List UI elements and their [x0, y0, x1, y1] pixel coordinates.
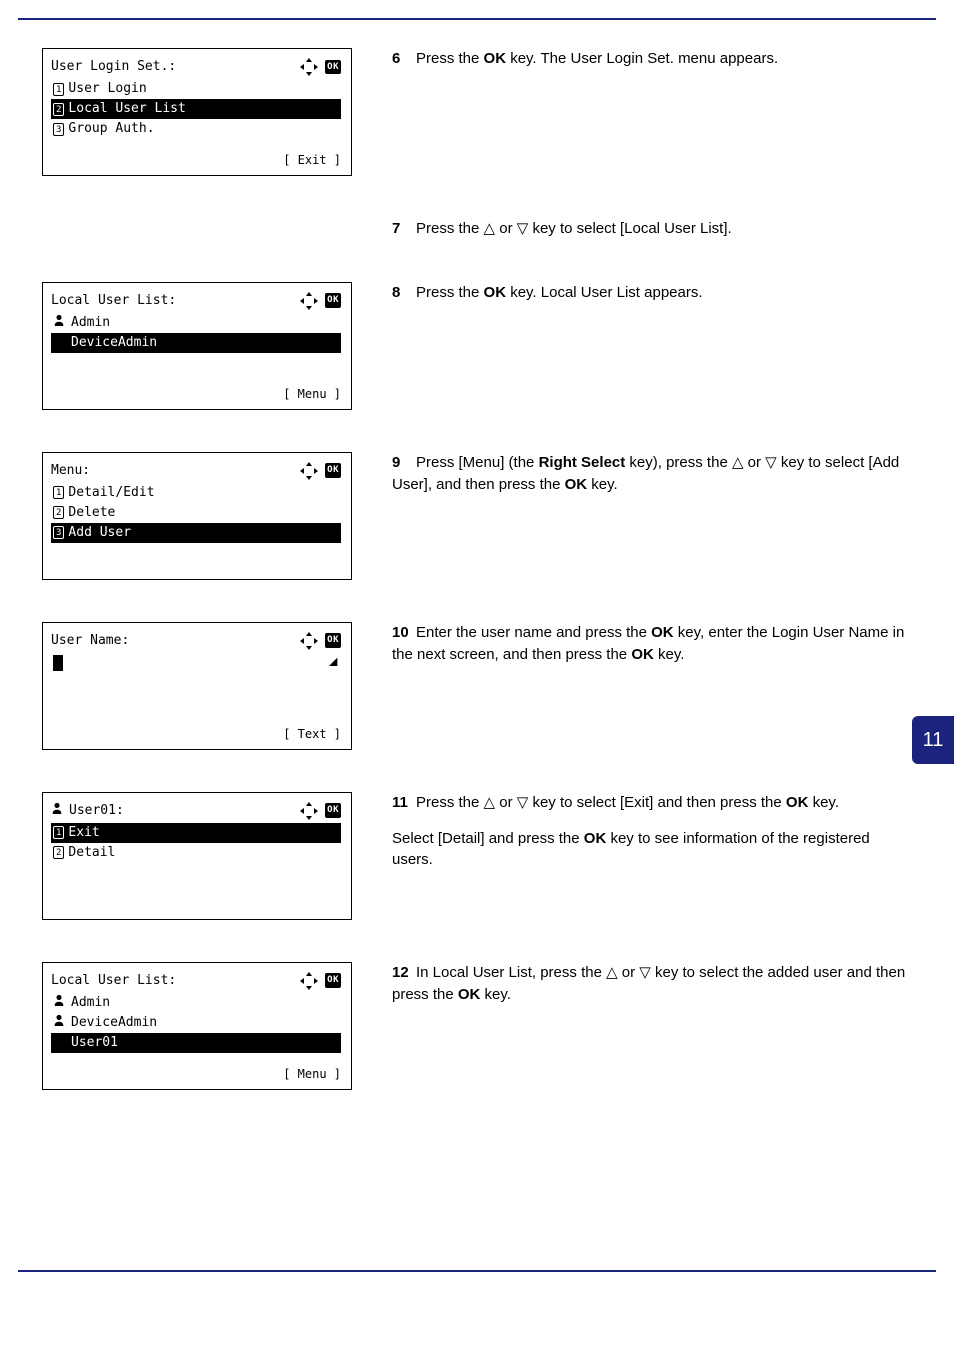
user-icon — [53, 994, 67, 1012]
step-row-10: User Name: OK [ Text ] 10Enter the user na… — [42, 622, 912, 750]
ok-icon: OK — [325, 60, 341, 75]
line-number: 2 — [53, 846, 64, 859]
lcd-title: Local User List: — [51, 972, 176, 990]
softkey-right: [ Text ] — [283, 726, 341, 743]
step-text: 6Press the OK key. The User Login Set. m… — [352, 48, 912, 70]
step-text: 9Press [Menu] (the Right Select key), pr… — [352, 452, 912, 496]
ok-icon: OK — [325, 463, 341, 478]
step-number: 10 — [392, 622, 416, 644]
step-number: 12 — [392, 962, 416, 984]
chapter-tab: 11 — [912, 716, 954, 764]
lcd-title: Menu: — [51, 462, 90, 480]
nav-icon — [299, 57, 319, 77]
step-row-8: Local User List: OK Admin DeviceAdmin [ M… — [42, 282, 912, 410]
nav-icon — [299, 801, 319, 821]
line-text: User01 — [71, 1034, 118, 1052]
lcd-line: 1 Exit — [51, 823, 341, 843]
line-text: Local User List — [68, 100, 185, 118]
line-text: Add User — [68, 524, 131, 542]
lcd-screen-step-10: User Name: OK [ Text ] — [42, 622, 352, 750]
lcd-line: User01 — [51, 1033, 341, 1053]
lcd-line: Admin — [51, 313, 341, 333]
line-number: 3 — [53, 123, 64, 136]
step-text: 8Press the OK key. Local User List appea… — [352, 282, 912, 304]
line-text: DeviceAdmin — [71, 334, 157, 352]
line-number: 2 — [53, 103, 64, 116]
step-row-11: User01: OK 1 Exit 2 Detail 11Press the △ or ▽… — [42, 792, 912, 920]
softkey-right: [ Exit ] — [283, 152, 341, 169]
ok-icon: OK — [325, 803, 341, 818]
line-text: Group Auth. — [68, 120, 154, 138]
lcd-title: Local User List: — [51, 292, 176, 310]
user-icon — [53, 1014, 67, 1032]
lcd-line: 1 Detail/Edit — [51, 483, 341, 503]
step-number: 6 — [392, 48, 416, 70]
line-text: Detail — [68, 844, 115, 862]
step-text: 12In Local User List, press the △ or ▽ k… — [352, 962, 912, 1006]
line-number: 1 — [53, 826, 64, 839]
step-text: 10Enter the user name and press the OK k… — [352, 622, 912, 666]
line-number: 1 — [53, 83, 64, 96]
step-text: 11Press the △ or ▽ key to select [Exit] … — [352, 792, 912, 871]
ok-icon: OK — [325, 973, 341, 988]
line-text: Exit — [68, 824, 99, 842]
lcd-line: 2 Delete — [51, 503, 341, 523]
lcd-title: User01: — [51, 802, 124, 820]
page-content: User Login Set.: OK 1 User Login 2 Local Use… — [0, 20, 954, 1172]
line-text: DeviceAdmin — [71, 1014, 157, 1032]
user-icon — [53, 1034, 67, 1052]
lcd-title: User Login Set.: — [51, 58, 176, 76]
text-mode-icon — [329, 654, 339, 672]
lcd-title: User Name: — [51, 632, 129, 650]
line-number: 1 — [53, 486, 64, 499]
lcd-line: DeviceAdmin — [51, 1013, 341, 1033]
line-number: 2 — [53, 506, 64, 519]
nav-icon — [299, 291, 319, 311]
softkey-right: [ Menu ] — [283, 386, 341, 403]
line-number: 3 — [53, 526, 64, 539]
lcd-line: 3 Group Auth. — [51, 119, 341, 139]
line-text: Delete — [68, 504, 115, 522]
nav-icon — [299, 971, 319, 991]
user-icon — [51, 802, 65, 820]
step-text: 7Press the △ or ▽ key to select [Local U… — [352, 218, 912, 240]
lcd-input-line — [51, 653, 341, 673]
step-number: 8 — [392, 282, 416, 304]
lcd-screen-step-8: Local User List: OK Admin DeviceAdmin [ M… — [42, 282, 352, 410]
lcd-line: DeviceAdmin — [51, 333, 341, 353]
user-icon — [53, 314, 67, 332]
nav-icon — [299, 631, 319, 651]
bottom-rule — [18, 1270, 936, 1272]
lcd-line: 2 Detail — [51, 843, 341, 863]
ok-icon: OK — [325, 293, 341, 308]
lcd-line: 2 Local User List — [51, 99, 341, 119]
softkey-right: [ Menu ] — [283, 1066, 341, 1083]
lcd-line: Admin — [51, 993, 341, 1013]
nav-icon — [299, 461, 319, 481]
lcd-screen-step-11: User01: OK 1 Exit 2 Detail — [42, 792, 352, 920]
step-row-9: Menu: OK 1 Detail/Edit 2 Delete 3 Add User 9Pre… — [42, 452, 912, 580]
line-text: Admin — [71, 314, 110, 332]
lcd-screen-step-12: Local User List: OK Admin DeviceAdmin Us… — [42, 962, 352, 1090]
step-number: 7 — [392, 218, 416, 240]
line-text: User Login — [68, 80, 146, 98]
lcd-screen-step-9: Menu: OK 1 Detail/Edit 2 Delete 3 Add User — [42, 452, 352, 580]
step-number: 9 — [392, 452, 416, 474]
ok-icon: OK — [325, 633, 341, 648]
line-text: Admin — [71, 994, 110, 1012]
step-row-7: 7Press the △ or ▽ key to select [Local U… — [42, 218, 912, 240]
step-number: 11 — [392, 792, 416, 814]
lcd-line: 1 User Login — [51, 79, 341, 99]
user-icon — [53, 334, 67, 352]
step-row-12: Local User List: OK Admin DeviceAdmin Us… — [42, 962, 912, 1090]
lcd-screen-step-6: User Login Set.: OK 1 User Login 2 Local Use… — [42, 48, 352, 176]
step-row-6: User Login Set.: OK 1 User Login 2 Local Use… — [42, 48, 912, 176]
lcd-line: 3 Add User — [51, 523, 341, 543]
line-text: Detail/Edit — [68, 484, 154, 502]
